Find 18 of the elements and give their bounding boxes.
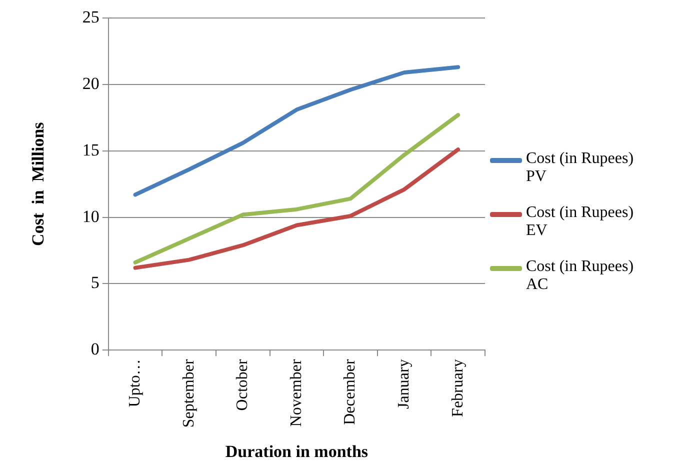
x-tick-label: September bbox=[180, 358, 198, 428]
x-tick-label: February bbox=[449, 359, 466, 417]
y-tick-label: 10 bbox=[82, 206, 100, 226]
y-tick-label: 5 bbox=[90, 273, 100, 292]
x-tick-label: December bbox=[342, 358, 359, 425]
y-axis-title: Cost in Millions bbox=[28, 122, 48, 246]
y-tick-label: 0 bbox=[90, 340, 100, 359]
legend-label: Cost (in Rupees) AC bbox=[526, 258, 635, 294]
y-tick-label: 20 bbox=[82, 74, 100, 93]
y-tick-label: 15 bbox=[82, 140, 100, 160]
y-tick-label: 25 bbox=[82, 7, 100, 26]
legend-label: Cost (in Rupees) PV bbox=[526, 150, 635, 186]
x-tick-label: Upto… bbox=[126, 359, 144, 408]
x-axis-title: Duration in months bbox=[225, 442, 368, 462]
x-tick-label: October bbox=[234, 358, 252, 411]
x-tick-label: January bbox=[396, 359, 413, 409]
x-tick-label: November bbox=[288, 358, 305, 427]
legend-label: Cost (in Rupees) EV bbox=[526, 204, 635, 240]
